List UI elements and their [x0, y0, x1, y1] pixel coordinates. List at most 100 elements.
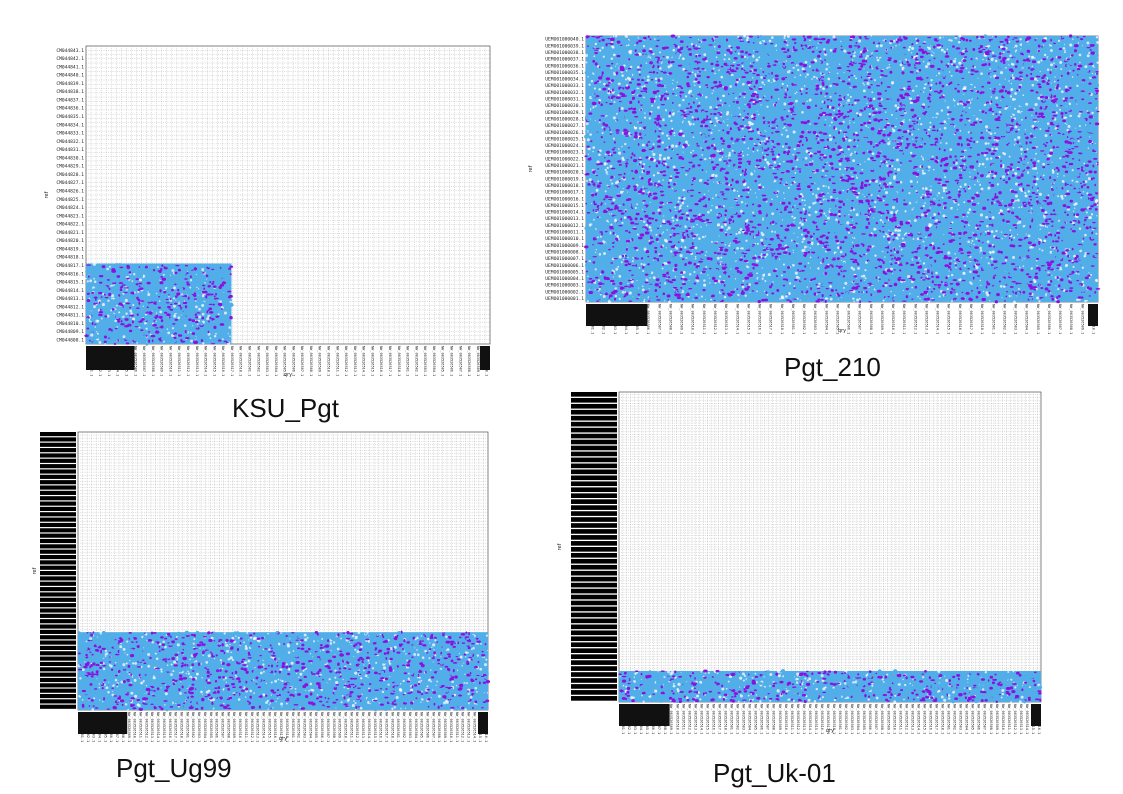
gap-point	[783, 192, 785, 194]
gap-point	[1010, 115, 1013, 118]
alignment-point	[804, 136, 808, 139]
gap-point	[724, 244, 727, 246]
alignment-point	[91, 311, 96, 317]
gap-point	[1078, 227, 1082, 230]
gap-point	[979, 213, 984, 217]
gap-point	[765, 130, 767, 132]
alignment-point	[1088, 170, 1093, 174]
gap-point	[1034, 158, 1036, 160]
gap-point	[654, 77, 658, 81]
gap-point	[695, 97, 698, 100]
alignment-point	[730, 137, 734, 141]
gap-point	[785, 294, 788, 298]
gap-point	[979, 246, 982, 250]
alignment-point	[111, 329, 113, 332]
y-tick-label: UEMO01000014.1	[545, 210, 584, 216]
gap-point	[794, 76, 796, 79]
alignment-point	[668, 222, 672, 226]
gap-point	[1033, 77, 1037, 81]
gap-point	[665, 247, 667, 249]
alignment-point	[165, 302, 170, 304]
gap-point	[760, 238, 764, 242]
gap-point	[831, 116, 834, 119]
gap-point	[901, 66, 905, 70]
alignment-point	[123, 294, 127, 298]
gap-point	[627, 257, 629, 259]
alignment-point	[218, 285, 222, 289]
gap-point	[752, 55, 755, 58]
alignment-point	[98, 275, 104, 278]
gap-point	[1015, 199, 1017, 202]
gap-point	[649, 47, 653, 51]
gap-point	[681, 201, 685, 205]
alignment-point	[682, 235, 686, 240]
alignment-point	[930, 290, 933, 293]
gap-point	[642, 45, 646, 48]
alignment-point	[196, 312, 201, 314]
alignment-point	[214, 338, 219, 342]
gap-point	[864, 279, 866, 281]
gap-point	[863, 195, 865, 198]
y-tick-label: UEMO01000015.1	[545, 203, 584, 209]
alignment-point	[791, 117, 795, 120]
alignment-point	[625, 247, 628, 251]
gap-point	[617, 265, 620, 268]
y-tick-label: CM044815.1	[56, 280, 84, 286]
gap-point	[744, 103, 746, 105]
gap-point	[614, 294, 618, 298]
alignment-point	[763, 149, 768, 152]
alignment-point	[647, 35, 650, 39]
alignment-point	[916, 121, 919, 124]
alignment-point	[911, 154, 916, 158]
gap-point	[870, 232, 873, 234]
alignment-point	[118, 302, 123, 306]
gap-point	[610, 131, 612, 133]
dotplot-pgt-210-svg: UEMO01000040.1UEMO01000039.1UEMO01000038…	[528, 34, 1101, 334]
gap-point	[871, 67, 874, 70]
alignment-point	[744, 71, 749, 74]
alignment-point	[184, 305, 188, 309]
gap-point	[677, 200, 680, 203]
alignment-point	[1010, 198, 1015, 203]
alignment-point	[148, 311, 153, 315]
alignment-point	[221, 281, 227, 285]
gap-point	[697, 263, 700, 266]
alignment-point	[656, 89, 660, 93]
gap-point	[720, 75, 724, 79]
gap-point	[666, 97, 670, 100]
gap-point	[1003, 152, 1006, 156]
gap-point	[984, 230, 987, 233]
gap-point	[1014, 44, 1018, 48]
gap-point	[688, 122, 692, 126]
gap-point	[720, 115, 722, 118]
alignment-point	[668, 240, 673, 243]
alignment-point	[1074, 257, 1078, 261]
gap-point	[989, 300, 991, 302]
gap-point	[828, 134, 832, 137]
alignment-point	[227, 290, 232, 293]
alignment-point	[1027, 109, 1033, 111]
gap-point	[955, 293, 959, 296]
alignment-point	[786, 115, 789, 118]
gap-point	[781, 133, 783, 136]
y-tick-label: UEMO01000040.1	[545, 37, 584, 43]
alignment-point	[138, 285, 141, 288]
alignment-point	[632, 107, 637, 111]
gap-point	[682, 281, 685, 284]
alignment-point	[815, 228, 820, 231]
gap-point	[916, 175, 918, 178]
alignment-point	[1071, 247, 1074, 251]
alignment-point	[160, 275, 163, 278]
alignment-point	[749, 65, 754, 68]
gap-point	[840, 79, 842, 81]
gap-point	[648, 191, 651, 193]
gap-point	[847, 231, 851, 234]
gap-point	[929, 217, 932, 219]
alignment-point	[1089, 225, 1092, 229]
gap-point	[652, 52, 655, 56]
alignment-point	[138, 320, 143, 323]
gap-point	[946, 191, 948, 193]
gap-point	[922, 103, 926, 107]
y-tick-label: CM044809.1	[56, 329, 84, 335]
gap-point	[638, 287, 640, 289]
